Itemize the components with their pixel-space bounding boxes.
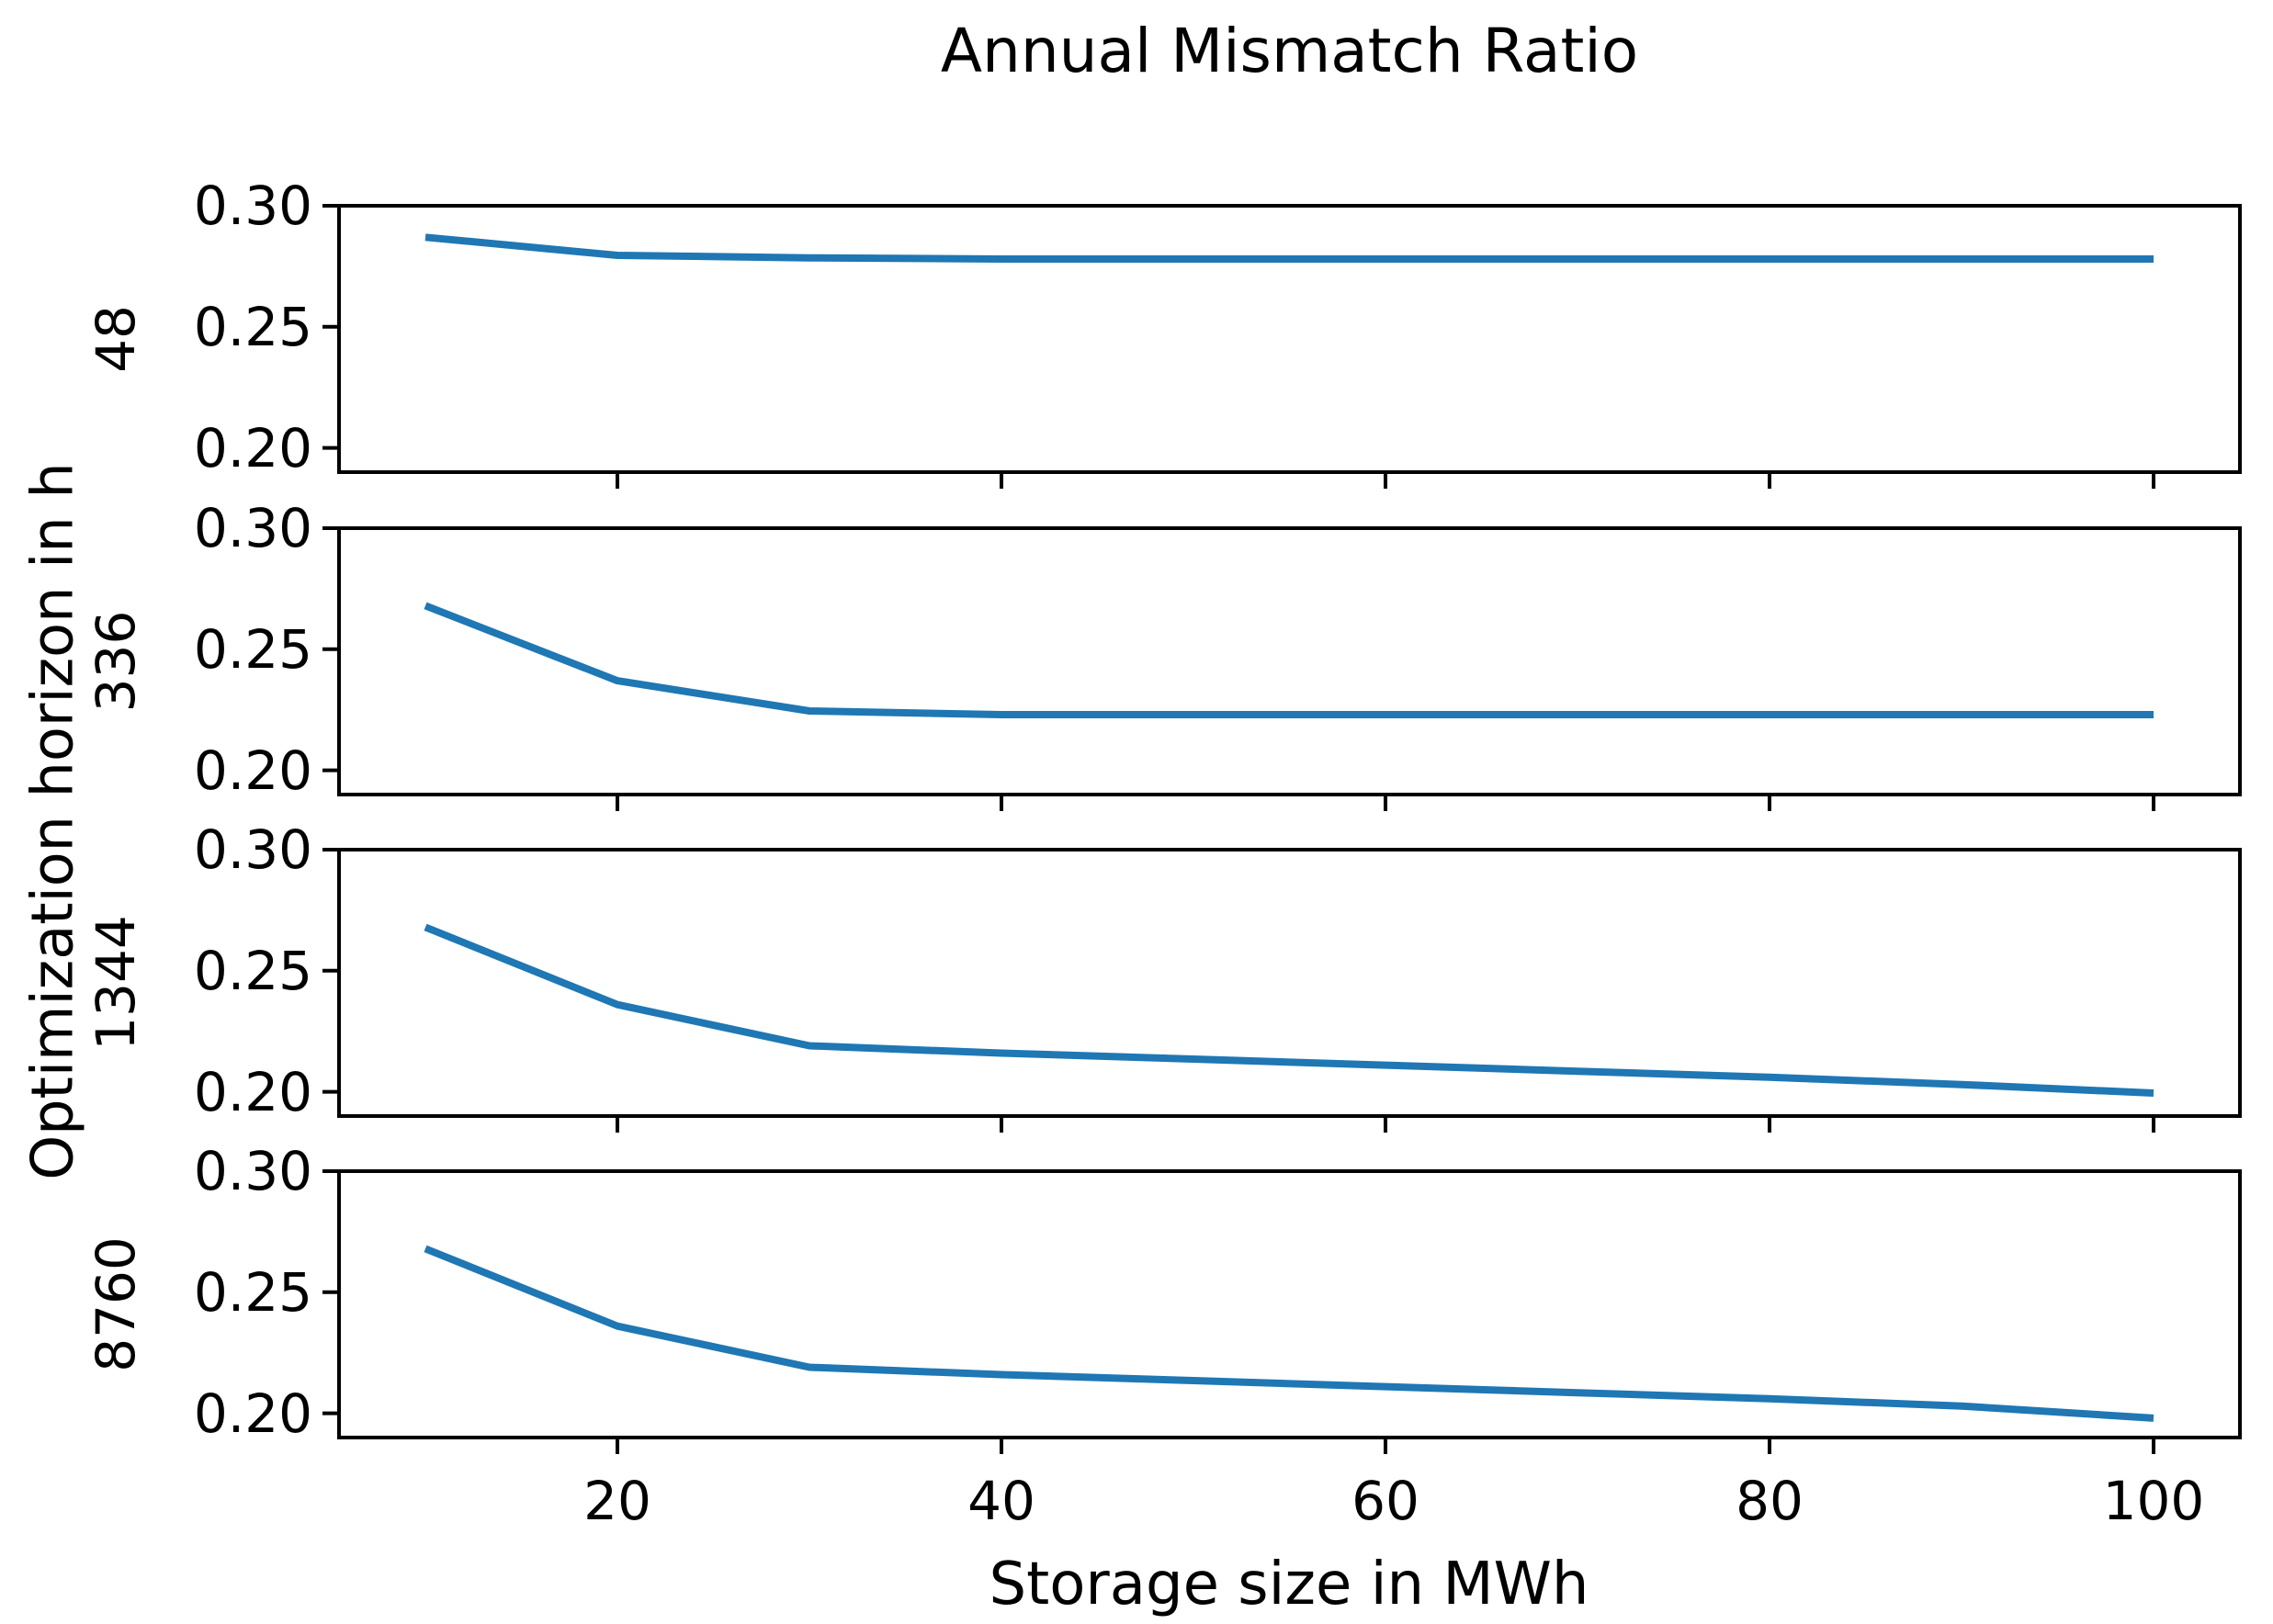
row-label-8760: 8760 [85,1236,147,1372]
y-tick-label: 0.20 [193,739,312,802]
x-tick-label: 80 [1736,1470,1804,1532]
row-label-336: 336 [85,610,147,713]
x-tick-label: 40 [967,1470,1035,1532]
x-axis-label: Storage size in MWh [989,1551,1589,1618]
axes-spines [337,526,2242,796]
line-series-48 [424,233,2154,263]
line-series-1344 [424,923,2154,1097]
line-series-8760 [424,1245,2154,1422]
x-tick-label: 60 [1351,1470,1419,1532]
line-series-336 [424,602,2154,718]
subplot-1344 [322,848,2242,1133]
y-tick-label: 0.25 [193,617,312,681]
subplot-336 [322,526,2242,811]
axes-spines [337,1169,2242,1439]
y-tick-label: 0.20 [193,1382,312,1445]
y-tick-label: 0.20 [193,1060,312,1123]
y-tick-label: 0.25 [193,939,312,1002]
y-tick-label: 0.25 [193,295,312,358]
y-tick-label: 0.30 [193,1140,312,1202]
subplot-48 [322,204,2242,489]
subplot-8760 [322,1169,2242,1454]
chart-title: Annual Mismatch Ratio [940,16,1639,86]
y-tick-label: 0.30 [193,497,312,559]
y-tick-label: 0.30 [193,175,312,237]
row-label-1344: 1344 [85,915,147,1051]
axes-spines [337,848,2242,1118]
row-label-48: 48 [85,305,147,373]
x-tick-label: 20 [583,1470,651,1532]
y-tick-label: 0.30 [193,818,312,881]
y-tick-label: 0.25 [193,1260,312,1324]
x-tick-label: 100 [2102,1470,2205,1532]
axes-spines [337,204,2242,474]
y-tick-label: 0.20 [193,416,312,479]
